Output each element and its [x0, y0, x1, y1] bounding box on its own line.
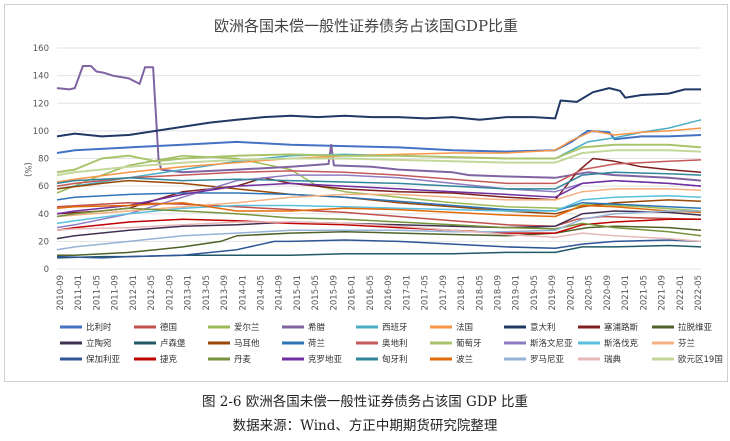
x-tick-label: 2020-05 [585, 275, 595, 311]
line-chart: 0 20 40 60 80 100 120 140 160 (%) 2010-09 2011-01 20… [22, 44, 723, 365]
x-tick-label: 2014-05 [257, 275, 267, 311]
chart-frame: 欧洲各国未偿一般性证券债务占该国GDP比重 0 20 40 60 80 100 120 140… [4, 4, 728, 382]
chart-title: 欧洲各国未偿一般性证券债务占该国GDP比重 [213, 17, 519, 35]
x-tick-label: 2021-09 [658, 275, 668, 311]
legend-entry: 罗马尼亚 [530, 355, 565, 365]
x-tick-label: 2020-09 [603, 275, 613, 311]
x-tick-label: 2013-01 [184, 275, 194, 311]
legend-entry: 法国 [456, 322, 473, 333]
series-line [56, 65, 702, 182]
series-line [56, 129, 702, 154]
series-line [56, 154, 702, 212]
legend-entry: 西班牙 [382, 322, 408, 333]
series-line [56, 195, 702, 225]
x-tick-label: 2016-05 [366, 275, 376, 311]
legend-entry: 马耳他 [234, 338, 260, 349]
series-line [56, 239, 702, 259]
x-tick-label: 2014-09 [275, 275, 285, 311]
series-line [56, 127, 702, 183]
series-line [57, 225, 702, 256]
legend-entry: 捷克 [160, 354, 178, 365]
y-tick-label: 0 [44, 265, 49, 275]
x-tick-label: 2012-01 [129, 275, 139, 311]
legend-entry: 波兰 [456, 354, 473, 365]
x-tick-label: 2020-01 [566, 275, 576, 311]
series-line [56, 192, 702, 212]
series-line [56, 210, 701, 251]
legend-entry: 比利时 [86, 322, 112, 333]
x-tick-label: 2019-01 [512, 275, 522, 311]
series-line [56, 210, 702, 240]
x-tick-label: 2017-01 [402, 275, 412, 311]
y-tick-label: 120 [33, 99, 49, 109]
x-tick-label: 2013-09 [220, 275, 230, 311]
legend-entry: 荷兰 [308, 338, 325, 349]
legend-entry: 斯洛伐克 [604, 338, 639, 349]
legend-entry: 立陶宛 [86, 338, 112, 349]
y-tick-label: 60 [38, 182, 49, 192]
legend-entry: 希腊 [308, 322, 326, 333]
x-tick-label: 2015-09 [329, 275, 339, 311]
x-tick-label: 2017-05 [421, 275, 431, 311]
series-line [56, 149, 702, 177]
x-tick-label: 2013-05 [202, 275, 212, 311]
legend-entry: 拉脱维亚 [678, 322, 713, 333]
x-tick-label: 2012-05 [147, 275, 157, 311]
x-tick-label: 2011-05 [92, 275, 102, 311]
x-tick-label: 2021-01 [621, 275, 631, 311]
legend-entry: 保加利亚 [86, 354, 121, 365]
x-tick-label: 2017-09 [439, 275, 449, 311]
legend-entry: 斯洛文尼亚 [530, 338, 573, 349]
legend-entry: 爱尔兰 [234, 322, 260, 333]
x-tick-label: 2018-05 [475, 275, 485, 311]
x-tick-label: 2016-01 [348, 275, 358, 311]
y-tick-label: 100 [33, 127, 49, 137]
series-line [56, 87, 701, 138]
series-line [56, 221, 702, 243]
x-tick-label: 2010-09 [56, 275, 66, 311]
series-line [56, 218, 701, 234]
legend-entry: 芬兰 [678, 338, 695, 349]
y-tick-label: 80 [38, 155, 49, 165]
legend-entry: 奥地利 [382, 338, 408, 349]
x-tick-label: 2018-09 [493, 275, 503, 311]
x-tick-label: 2022-05 [694, 275, 704, 311]
legend-entry: 葡萄牙 [456, 338, 482, 349]
x-tick-label: 2014-01 [238, 275, 248, 311]
legend-entry: 丹麦 [234, 354, 252, 365]
data-source-note: 数据来源：Wind、方正中期期货研究院整理 [232, 418, 498, 434]
y-tick-label: 20 [38, 237, 49, 247]
series-line [56, 179, 702, 215]
x-tick-label: 2019-09 [548, 275, 558, 311]
legend-entry: 德国 [160, 322, 177, 333]
legend-entry: 意大利 [530, 322, 556, 333]
x-tick-label: 2021-05 [639, 275, 649, 311]
legend-entry: 欧元区19国 [678, 354, 723, 365]
x-tick-label: 2019-05 [530, 275, 540, 311]
x-tick-label: 2011-09 [111, 275, 121, 311]
x-tick-label: 2015-01 [293, 275, 303, 311]
x-tick-label: 2015-05 [311, 275, 321, 311]
series-line [56, 201, 702, 218]
y-tick-label: 160 [33, 44, 49, 54]
y-tick-label: 140 [33, 72, 49, 82]
y-tick-label: 40 [38, 210, 49, 220]
x-tick-label: 2022-01 [676, 275, 686, 311]
legend-entry: 匈牙利 [382, 354, 408, 365]
series-line [56, 159, 702, 187]
legend-entry: 瑞典 [604, 354, 622, 365]
legend-entry: 塞浦路斯 [604, 322, 639, 333]
legend-entry: 卢森堡 [160, 338, 186, 349]
series-line [56, 207, 702, 237]
x-tick-label: 2012-09 [165, 275, 175, 311]
legend-entry: 克罗地亚 [308, 354, 343, 365]
figure-caption: 图 2-6 欧洲各国未偿一般性证券债务占该国 GDP 比重 [201, 394, 529, 410]
series-line [56, 171, 702, 190]
y-axis-label: (%) [22, 162, 32, 177]
x-tick-label: 2016-09 [384, 275, 394, 311]
x-tick-label: 2011-01 [74, 275, 84, 311]
series-line [56, 143, 702, 174]
x-tick-label: 2018-01 [457, 275, 467, 311]
